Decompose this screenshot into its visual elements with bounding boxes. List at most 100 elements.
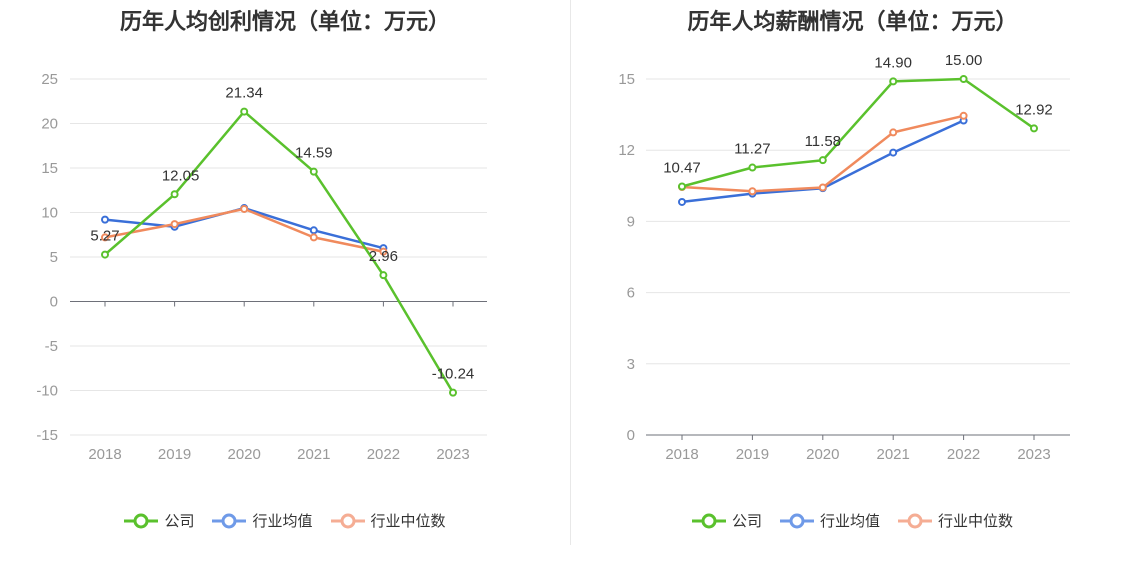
- legend-line-icon: [691, 513, 726, 528]
- series-line-company: [681, 77, 1035, 188]
- x-tick-label: 2021: [877, 446, 910, 463]
- profit-line-chart: 25 20 15 10 5 0 -5 -10 -15 2018 2019 2020 2021 2022 20…: [36, 71, 487, 463]
- data-point: [379, 271, 388, 280]
- data-label: 12.05: [162, 167, 200, 184]
- y-tick-label: 3: [627, 356, 635, 373]
- legend: 公司 行业均值 行业中位数: [571, 510, 1134, 531]
- data-label: 15.00: [945, 52, 983, 69]
- data-label: -10.24: [432, 366, 475, 383]
- x-tick-label: 2021: [297, 446, 330, 463]
- legend-line-icon: [212, 513, 247, 528]
- series-line-industry-median: [681, 114, 964, 193]
- y-tick-label: 12: [618, 142, 635, 159]
- data-point: [959, 111, 968, 120]
- data-point: [678, 182, 686, 191]
- x-tick-label: 2022: [367, 446, 400, 463]
- legend-item-industry-median[interactable]: 行业中位数: [330, 510, 446, 531]
- y-tick-label: 5: [50, 249, 58, 266]
- legend-marker: [133, 513, 149, 528]
- legend-marker: [907, 513, 923, 528]
- x-tick-label: 2020: [228, 446, 261, 463]
- data-point: [240, 107, 249, 116]
- legend-item-industry-median[interactable]: 行业中位数: [898, 510, 1013, 531]
- y-tick-label: 15: [41, 160, 58, 177]
- data-point: [101, 250, 109, 259]
- y-tick-label: 0: [50, 294, 58, 311]
- x-tick-label: 2023: [1017, 446, 1050, 463]
- data-point: [170, 190, 179, 199]
- legend-label: 行业中位数: [938, 513, 1014, 530]
- legend-item-industry-avg[interactable]: 行业均值: [212, 510, 313, 531]
- data-point: [1030, 124, 1038, 133]
- legend-marker: [221, 513, 237, 528]
- y-tick-label: -5: [45, 338, 58, 355]
- chart-title: 历年人均薪酬情况（单位：万元）: [687, 9, 1018, 34]
- data-point: [379, 247, 388, 256]
- data-point: [309, 167, 318, 176]
- x-tick-label: 2019: [736, 446, 769, 463]
- data-label: 10.47: [663, 160, 701, 177]
- data-label: 11.27: [734, 141, 770, 158]
- legend-line-icon: [124, 513, 159, 528]
- data-point: [101, 215, 109, 224]
- y-tick-label: -15: [36, 427, 58, 444]
- series-line-company: [104, 110, 455, 394]
- data-label: 12.92: [1015, 101, 1053, 118]
- series-line-industry-median: [104, 207, 384, 253]
- chart-panel-profit: 历年人均创利情况（单位：万元） 25 20 15 10 5 0 -5 -10 -15 2018 20…: [0, 9, 570, 531]
- data-point: [748, 187, 757, 196]
- y-tick-label: 0: [627, 427, 635, 444]
- legend-label: 行业均值: [819, 513, 880, 530]
- data-label: 21.34: [225, 85, 263, 102]
- legend-line-icon: [779, 513, 814, 528]
- legend-label: 行业中位数: [370, 513, 446, 530]
- data-point: [101, 233, 109, 242]
- y-tick-label: -10: [36, 383, 58, 400]
- x-tick-label: 2018: [88, 446, 121, 463]
- legend-item-industry-avg[interactable]: 行业均值: [779, 510, 880, 531]
- data-label: 2.96: [369, 248, 398, 265]
- legend-line-icon: [330, 513, 365, 528]
- y-tick-label: 10: [41, 205, 58, 222]
- legend-label: 行业均值: [252, 513, 313, 530]
- y-tick-label: 15: [618, 71, 635, 88]
- data-label: 14.90: [874, 54, 912, 71]
- x-tick-label: 2022: [947, 446, 980, 463]
- y-tick-label: 6: [627, 285, 635, 302]
- x-tick-label: 2023: [436, 446, 469, 463]
- x-tick-label: 2020: [806, 446, 839, 463]
- data-point: [818, 183, 827, 192]
- data-point: [678, 197, 686, 206]
- legend-label: 公司: [731, 513, 762, 530]
- data-point: [170, 220, 179, 229]
- legend-item-company[interactable]: 公司: [691, 510, 762, 531]
- legend-line-icon: [898, 513, 932, 528]
- legend-marker: [789, 513, 805, 528]
- y-tick-label: 20: [41, 116, 58, 133]
- legend-marker: [340, 513, 355, 528]
- data-point: [748, 163, 757, 172]
- legend-item-company[interactable]: 公司: [124, 510, 194, 531]
- panel-divider: [570, 0, 571, 545]
- data-point: [309, 233, 318, 242]
- data-point: [309, 226, 318, 235]
- x-tick-label: 2018: [665, 446, 698, 463]
- y-tick-label: 9: [627, 213, 635, 230]
- data-label: 5.27: [90, 228, 119, 245]
- data-label: 11.58: [805, 133, 841, 150]
- data-point: [889, 128, 898, 137]
- legend: 公司 行业均值 行业中位数: [0, 510, 570, 531]
- data-point: [889, 77, 898, 86]
- legend-label: 公司: [164, 513, 195, 530]
- data-point: [959, 75, 968, 83]
- y-tick-label: 25: [41, 71, 58, 88]
- data-point: [889, 148, 898, 157]
- data-point: [449, 388, 457, 397]
- data-point: [240, 204, 249, 213]
- chart-panel-salary: 历年人均薪酬情况（单位：万元） 15 12 9 6 3 0 2018 2019 2020 2021…: [571, 0, 1134, 582]
- x-tick-label: 2019: [158, 446, 191, 463]
- data-label: 14.59: [295, 145, 333, 162]
- data-point: [818, 156, 827, 165]
- chart-title: 历年人均创利情况（单位：万元）: [119, 9, 450, 34]
- salary-line-chart: 15 12 9 6 3 0 2018 2019 2020 2021 2022 2023 10.47 11.…: [618, 52, 1070, 463]
